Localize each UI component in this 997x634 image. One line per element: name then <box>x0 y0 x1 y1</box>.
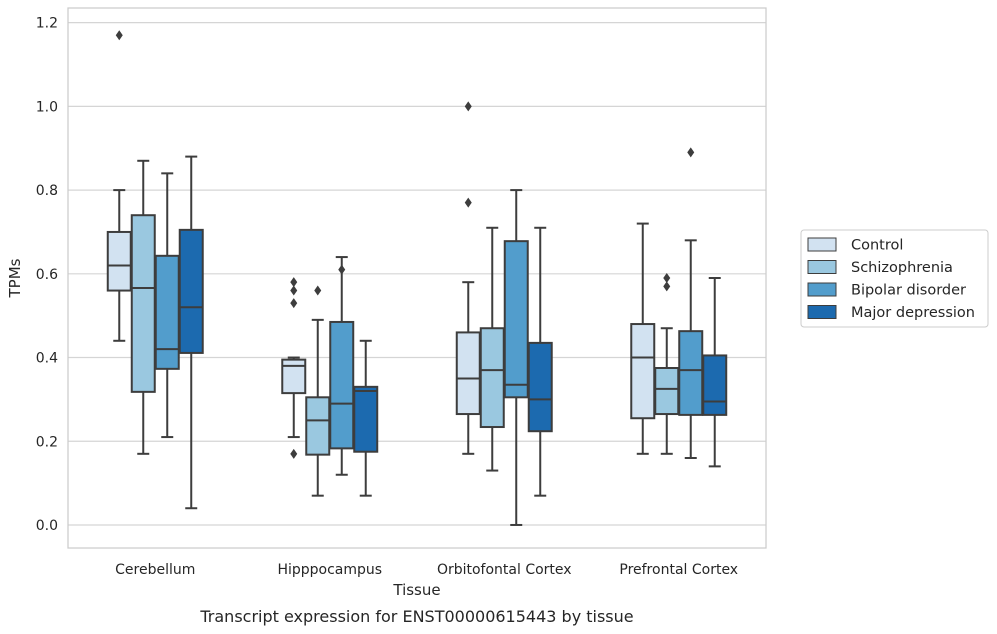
outlier-point <box>314 285 322 296</box>
outlier-point <box>290 298 298 309</box>
legend-label: Control <box>851 238 903 254</box>
legend-swatch <box>807 237 837 252</box>
box-control-hipppocampus <box>281 277 307 459</box>
box-major-depression-prefrontal-cortex <box>702 277 728 468</box>
box-control-prefrontal-cortex <box>630 222 656 455</box>
box-iqr <box>154 254 180 370</box>
box-iqr <box>455 331 481 416</box>
legend-label: Major depression <box>851 305 975 321</box>
legend-frame <box>800 229 989 328</box>
box-iqr <box>130 214 156 393</box>
y-tick-label: 0.0 <box>36 518 58 534</box>
x-tick-label: Cerebellum <box>115 562 195 578</box>
box-iqr <box>353 385 379 453</box>
series-bipolar-disorder <box>154 147 704 526</box>
x-tick-label: Orbitofontal Cortex <box>437 562 572 578</box>
box-iqr <box>702 354 728 416</box>
legend-swatch <box>807 305 837 319</box>
outlier-point <box>290 285 298 296</box>
x-tick-labels: Cerebellum Hipppocampus Orbitofontal Corte… <box>115 562 738 578</box>
box-iqr <box>329 320 355 450</box>
box-iqr <box>503 240 529 399</box>
legend-swatch <box>807 282 837 297</box>
box-control-cerebellum <box>106 30 132 342</box>
outlier-point <box>290 277 298 288</box>
y-tick-label: 1.2 <box>36 16 58 32</box>
box-iqr <box>678 330 704 416</box>
outlier-point <box>338 264 346 275</box>
box-schizophrenia-orbitofontal-cortex <box>479 226 505 472</box>
box-iqr <box>630 323 656 420</box>
outlier-point <box>464 197 472 208</box>
box-schizophrenia-hipppocampus <box>305 285 331 497</box>
box-control-orbitofontal-cortex <box>455 101 481 455</box>
box-bipolar-disorder-prefrontal-cortex <box>678 147 704 459</box>
x-axis-label: Tissue <box>392 581 440 599</box>
outlier-point <box>290 448 298 459</box>
box-major-depression-hipppocampus <box>353 339 379 497</box>
legend: Control Schizophrenia Bipolar disorder Majo… <box>800 229 989 328</box>
y-tick-labels: 0.0 0.2 0.4 0.6 0.8 1.0 1.2 <box>36 16 58 534</box>
chart-caption: Transcript expression for ENST0000061544… <box>199 607 633 626</box>
plot-frame <box>67 7 767 549</box>
x-tick-label: Hipppocampus <box>277 562 382 578</box>
legend-label: Schizophrenia <box>851 260 953 276</box>
box-iqr <box>281 358 307 395</box>
box-bipolar-disorder-orbitofontal-cortex <box>503 189 529 526</box>
series-schizophrenia <box>130 159 680 497</box>
outlier-point <box>464 101 472 112</box>
y-tick-label: 0.4 <box>36 351 58 367</box>
box-iqr <box>305 396 331 456</box>
series-major-depression <box>178 155 728 510</box>
x-tick-label: Prefrontal Cortex <box>619 562 738 578</box>
box-bipolar-disorder-hipppocampus <box>329 256 355 476</box>
legend-label: Bipolar disorder <box>851 283 966 299</box>
box-iqr <box>178 228 204 354</box>
outlier-point <box>663 281 671 292</box>
box-schizophrenia-prefrontal-cortex <box>654 273 680 455</box>
y-tick-label: 0.8 <box>36 183 58 199</box>
box-groups <box>106 30 728 526</box>
box-iqr <box>527 341 553 433</box>
box-iqr <box>479 327 505 429</box>
box-major-depression-orbitofontal-cortex <box>527 226 553 497</box>
y-axis-label: TPMs <box>6 258 24 298</box>
series-control <box>106 30 656 459</box>
outlier-point <box>687 147 695 158</box>
outlier-point <box>663 273 671 283</box>
legend-swatch <box>807 260 837 274</box>
y-tick-label: 0.2 <box>36 434 58 450</box>
y-tick-label: 1.0 <box>36 99 58 115</box>
box-iqr <box>654 367 680 416</box>
box-iqr <box>106 230 132 292</box>
box-major-depression-cerebellum <box>178 155 204 510</box>
outlier-point <box>115 30 123 41</box>
y-tick-label: 0.6 <box>36 267 58 283</box>
